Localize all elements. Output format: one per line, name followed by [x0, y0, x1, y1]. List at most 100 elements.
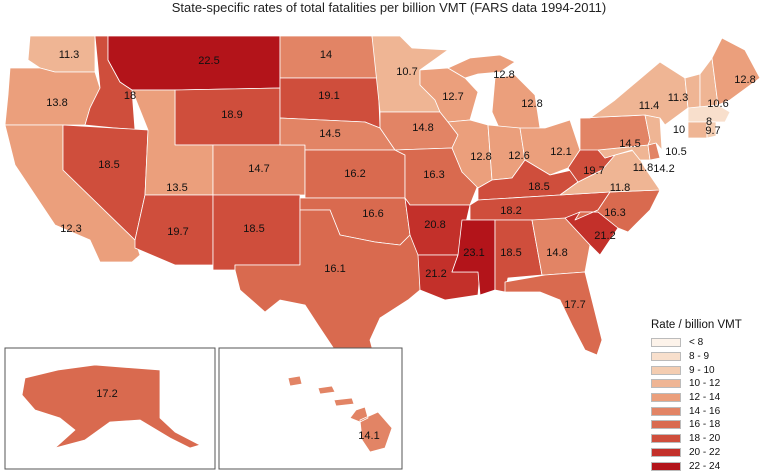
state-ny: [579, 61, 689, 126]
legend-swatch: [651, 406, 681, 416]
legend-label: < 8: [689, 337, 704, 349]
legend-swatch: [651, 352, 681, 362]
state-value-label: 16.3: [423, 169, 444, 181]
state-value-label: 19.7: [583, 165, 604, 177]
state-ma: [687, 104, 731, 123]
legend-swatch: [651, 393, 681, 403]
state-value-label: 11.8: [633, 162, 654, 174]
legend-item: 12 - 14: [651, 391, 742, 405]
state-value-label: 18.5: [500, 247, 521, 259]
state-value-label: 19.1: [318, 90, 339, 102]
legend-item: 9 - 10: [651, 363, 742, 377]
map-title: State-specific rates of total fatalities…: [171, 0, 607, 15]
state-value-label: 20.8: [424, 219, 445, 231]
state-value-label: 10.7: [396, 66, 417, 78]
state-me: [711, 37, 761, 106]
state-hi: [287, 375, 393, 453]
state-mi-upper: [447, 54, 516, 79]
legend-label: 16 - 18: [689, 419, 721, 431]
state-value-label: 10: [673, 124, 685, 136]
state-value-label: 18.5: [243, 223, 264, 235]
legend-item: 10 - 12: [651, 377, 742, 391]
state-value-label: 14.7: [248, 163, 269, 175]
state-value-label: 19.7: [167, 226, 188, 238]
legend-label: 9 - 10: [689, 364, 715, 376]
legend-item: 16 - 18: [651, 418, 742, 432]
legend-swatch: [651, 338, 681, 348]
state-value-label: 16.6: [362, 208, 383, 220]
state-value-label: 13.5: [166, 182, 187, 194]
legend-label: 22 - 24: [689, 460, 721, 472]
state-value-label: 12.1: [550, 146, 571, 158]
state-value-label: 14.8: [412, 122, 433, 134]
state-value-label: 14: [320, 49, 332, 61]
state-value-label: 11.4: [639, 100, 660, 112]
legend-item: 20 - 22: [651, 446, 742, 460]
legend-swatch: [651, 461, 681, 471]
state-value-label: 11.3: [59, 49, 80, 61]
state-value-label: 17.2: [96, 388, 117, 400]
legend-item: 22 - 24: [651, 459, 742, 473]
state-value-label: 14.2: [653, 163, 674, 175]
legend-label: 12 - 14: [689, 392, 721, 404]
legend-swatch: [651, 365, 681, 375]
legend-item: 14 - 16: [651, 404, 742, 418]
alaska-inset: [4, 347, 216, 470]
state-value-label: 14.1: [358, 430, 379, 442]
legend-label: 14 - 16: [689, 405, 721, 417]
state-value-label: 17.7: [564, 299, 585, 311]
state-value-label: 13.8: [46, 97, 67, 109]
state-value-label: 11.3: [668, 92, 689, 104]
state-value-label: 14.5: [619, 138, 640, 150]
state-nc: [574, 189, 661, 233]
legend-swatch: [651, 434, 681, 444]
legend-item: < 8: [651, 336, 742, 350]
state-value-label: 16.1: [324, 263, 345, 275]
state-value-label: 18: [124, 90, 136, 102]
legend-item: 8 - 9: [651, 350, 742, 364]
hawaii-inset: [218, 347, 403, 470]
state-value-label: 18.2: [500, 205, 521, 217]
state-value-labels: 11.3 13.8 12.3 18 18.5 22.5 18.9 13.5 19…: [46, 49, 755, 442]
legend-label: 8 - 9: [689, 351, 710, 363]
state-value-label: 14.8: [546, 247, 567, 259]
state-value-label: 23.1: [463, 247, 484, 259]
state-ak: [21, 364, 201, 449]
state-value-label: 11.8: [610, 182, 631, 194]
legend-swatch: [651, 379, 681, 389]
legend-swatch: [651, 447, 681, 457]
state-value-label: 21.2: [425, 268, 446, 280]
state-mt: [107, 35, 281, 91]
state-value-label: 9.7: [705, 125, 720, 137]
state-value-label: 18.5: [528, 181, 549, 193]
state-value-label: 18.9: [221, 109, 242, 121]
state-value-label: 10.5: [665, 146, 686, 158]
state-value-label: 10.6: [707, 98, 728, 110]
state-fl: [504, 271, 603, 356]
state-value-label: 12.8: [493, 69, 514, 81]
state-value-label: 16.3: [604, 207, 625, 219]
state-value-label: 12.3: [60, 223, 81, 235]
state-value-label: 8: [706, 116, 712, 128]
state-ri: [706, 121, 717, 139]
lower-48-states: [4, 35, 761, 376]
legend-item: 18 - 20: [651, 432, 742, 446]
legend-label: 10 - 12: [689, 378, 721, 390]
legend-label: 18 - 20: [689, 433, 721, 445]
state-value-label: 12.7: [442, 91, 463, 103]
state-value-label: 12.6: [508, 150, 529, 162]
legend-title: Rate / billion VMT: [651, 319, 742, 331]
state-value-label: 12.8: [470, 151, 491, 163]
state-value-label: 12.8: [734, 74, 755, 86]
state-value-label: 16.2: [344, 168, 365, 180]
legend-swatch: [651, 420, 681, 430]
state-ct: [687, 121, 708, 139]
state-value-label: 14.5: [319, 128, 340, 140]
state-value-label: 21.2: [594, 230, 615, 242]
state-value-label: 22.5: [198, 55, 219, 67]
state-value-label: 12.8: [521, 98, 542, 110]
legend-label: 20 - 22: [689, 446, 721, 458]
